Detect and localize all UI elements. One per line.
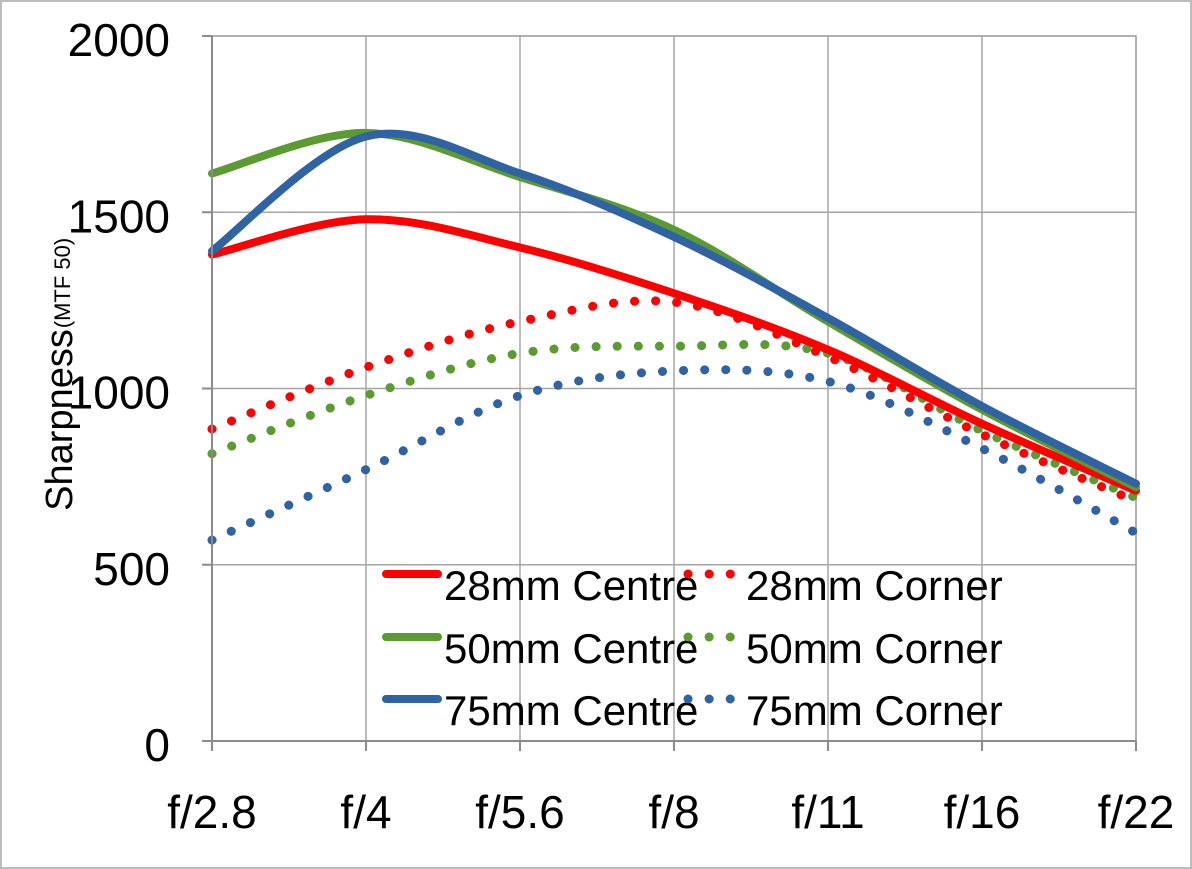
x-tick-label: f/11 <box>791 786 864 838</box>
legend-item-50mm-corner: 50mm Corner <box>683 625 1003 672</box>
legend-item-28mm-corner: 28mm Corner <box>683 562 1003 609</box>
axes: 0 500 1000 1500 2000 f/2.8 f/4 f/5.6 f/8 f/11 f/16… <box>68 14 1175 838</box>
series-line-28mm-centre <box>208 215 1140 495</box>
x-tick-label: f/22 <box>1098 786 1175 838</box>
legend-label: 28mm Centre <box>444 562 698 609</box>
legend: 28mm Centre 50mm Centre 75mm Centre 28mm Co… <box>382 562 1003 734</box>
legend-item-50mm-centre: 50mm Centre <box>382 625 698 672</box>
legend-label: 75mm Corner <box>746 687 1003 734</box>
x-tick-label: f/8 <box>648 786 699 838</box>
y-tick-label: 2000 <box>68 14 170 66</box>
series-line-28mm-corner <box>207 296 1141 506</box>
y-axis-label: Sharpness <box>39 329 81 511</box>
series-line-75mm-centre <box>208 129 1140 488</box>
series-line-50mm-corner <box>207 339 1141 503</box>
y-tick-label: 0 <box>144 719 170 771</box>
series-line-75mm-corner <box>207 365 1141 545</box>
legend-label: 50mm Centre <box>444 625 698 672</box>
y-tick-label: 1500 <box>68 190 170 242</box>
y-tick-label: 500 <box>93 543 170 595</box>
legend-label: 75mm Centre <box>444 687 698 734</box>
legend-label: 50mm Corner <box>746 625 1003 672</box>
y-axis-sublabel: (MTF 50) <box>50 238 75 328</box>
y-tick-label: 1000 <box>68 367 170 419</box>
x-tick-label: f/4 <box>340 786 391 838</box>
x-tick-label: f/2.8 <box>167 786 257 838</box>
y-axis-title: Sharpness (MTF 50) <box>39 238 81 511</box>
x-tick-label: f/5.6 <box>475 786 565 838</box>
legend-item-75mm-corner: 75mm Corner <box>683 687 1003 734</box>
series-lines <box>207 128 1141 545</box>
x-tick-label: f/16 <box>944 786 1021 838</box>
legend-label: 28mm Corner <box>746 562 1003 609</box>
legend-item-75mm-centre: 75mm Centre <box>382 687 698 734</box>
legend-item-28mm-centre: 28mm Centre <box>382 562 698 609</box>
